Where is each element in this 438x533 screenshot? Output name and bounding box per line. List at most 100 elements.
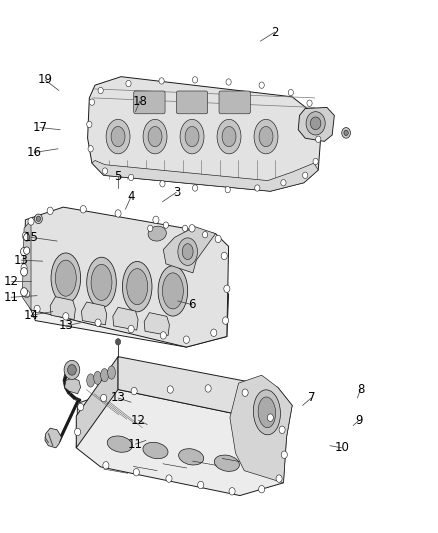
Circle shape (211, 329, 217, 336)
Circle shape (306, 112, 325, 135)
Circle shape (267, 414, 273, 421)
Ellipse shape (108, 366, 116, 379)
Text: 13: 13 (111, 392, 126, 405)
Circle shape (226, 79, 231, 85)
Circle shape (224, 285, 230, 293)
Circle shape (313, 114, 318, 120)
Ellipse shape (87, 374, 95, 387)
Text: 13: 13 (58, 319, 73, 333)
Circle shape (24, 290, 30, 298)
Text: 17: 17 (32, 121, 47, 134)
Circle shape (281, 451, 287, 458)
FancyBboxPatch shape (177, 91, 208, 114)
Circle shape (74, 428, 81, 435)
Ellipse shape (107, 436, 132, 453)
Circle shape (316, 136, 321, 142)
Circle shape (313, 158, 318, 165)
Text: 5: 5 (114, 170, 122, 183)
Ellipse shape (122, 262, 152, 312)
Polygon shape (118, 357, 292, 437)
Ellipse shape (143, 442, 168, 459)
Ellipse shape (87, 257, 117, 308)
Circle shape (148, 225, 153, 231)
Circle shape (242, 389, 248, 397)
Ellipse shape (162, 273, 184, 309)
Ellipse shape (158, 266, 187, 316)
Circle shape (24, 247, 30, 254)
Circle shape (198, 481, 204, 489)
Circle shape (126, 80, 131, 87)
Text: 8: 8 (357, 383, 364, 396)
Text: 3: 3 (173, 186, 180, 199)
Circle shape (258, 486, 265, 493)
Polygon shape (113, 308, 138, 330)
Text: 12: 12 (131, 414, 146, 427)
Circle shape (102, 168, 108, 174)
Polygon shape (76, 390, 286, 496)
Circle shape (78, 403, 84, 411)
Text: 6: 6 (188, 298, 196, 311)
Polygon shape (24, 215, 66, 310)
Circle shape (115, 210, 121, 217)
Circle shape (303, 172, 308, 179)
Ellipse shape (148, 126, 162, 147)
Circle shape (163, 222, 169, 228)
Ellipse shape (148, 226, 166, 241)
Circle shape (67, 365, 76, 375)
Circle shape (276, 475, 282, 482)
Ellipse shape (91, 264, 112, 301)
Circle shape (189, 224, 195, 232)
Text: 9: 9 (355, 414, 363, 427)
Circle shape (160, 332, 166, 339)
Polygon shape (24, 207, 229, 347)
Ellipse shape (106, 119, 130, 154)
Polygon shape (45, 428, 61, 448)
Circle shape (221, 252, 227, 260)
Circle shape (202, 231, 208, 238)
Polygon shape (22, 220, 31, 310)
Polygon shape (81, 302, 107, 325)
Circle shape (205, 385, 211, 392)
Ellipse shape (180, 119, 204, 154)
Circle shape (21, 247, 28, 256)
Circle shape (160, 181, 165, 187)
Ellipse shape (222, 126, 236, 147)
Circle shape (35, 214, 42, 223)
Circle shape (279, 426, 285, 433)
Ellipse shape (185, 126, 199, 147)
Circle shape (259, 82, 264, 88)
Ellipse shape (111, 126, 125, 147)
Circle shape (183, 225, 187, 231)
Circle shape (192, 77, 198, 83)
Text: 16: 16 (27, 146, 42, 159)
Circle shape (133, 469, 139, 476)
Circle shape (215, 235, 221, 243)
Circle shape (288, 90, 293, 96)
Ellipse shape (259, 126, 273, 147)
Polygon shape (144, 313, 170, 335)
Circle shape (63, 313, 69, 320)
Circle shape (184, 336, 189, 343)
Ellipse shape (55, 260, 76, 296)
Text: 14: 14 (24, 309, 39, 322)
Ellipse shape (258, 397, 276, 427)
Polygon shape (298, 108, 334, 141)
Circle shape (64, 360, 80, 379)
Ellipse shape (214, 455, 240, 471)
Circle shape (87, 121, 92, 127)
Polygon shape (88, 77, 321, 191)
Ellipse shape (217, 119, 241, 154)
Circle shape (28, 217, 34, 225)
Polygon shape (64, 378, 81, 394)
Ellipse shape (254, 119, 278, 154)
Circle shape (101, 394, 107, 402)
Circle shape (342, 127, 350, 138)
Text: 7: 7 (307, 392, 315, 405)
Text: 11: 11 (128, 438, 143, 450)
Ellipse shape (143, 119, 167, 154)
Circle shape (223, 317, 229, 324)
Circle shape (22, 232, 28, 239)
Polygon shape (31, 259, 229, 347)
Circle shape (131, 387, 137, 395)
Text: 15: 15 (24, 231, 39, 244)
